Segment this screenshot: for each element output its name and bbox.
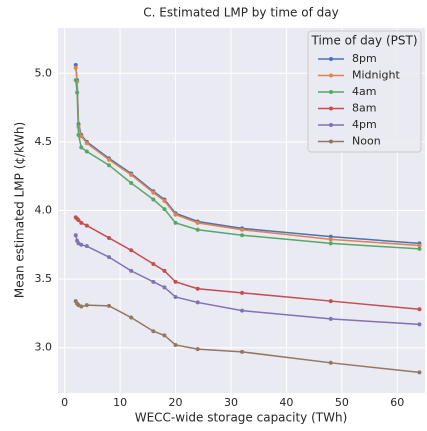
point	[240, 233, 245, 238]
point	[328, 241, 333, 246]
point	[79, 304, 84, 309]
point	[107, 157, 112, 162]
x-axis-label: WECC-wide storage capacity (TWh)	[135, 411, 348, 425]
legend-title: Time of day (PST)	[311, 34, 418, 48]
legend-marker	[329, 90, 333, 94]
point	[328, 316, 333, 321]
point	[107, 255, 112, 260]
y-tick-label: 4.0	[35, 204, 53, 217]
point	[107, 235, 112, 240]
point	[79, 242, 84, 247]
point	[151, 262, 156, 267]
point	[195, 286, 200, 291]
point	[195, 227, 200, 232]
point	[73, 63, 78, 68]
y-tick-label: 5.0	[35, 66, 53, 79]
x-tick-label: 60	[390, 396, 404, 409]
legend-box	[307, 30, 422, 153]
point	[129, 172, 134, 177]
legend-label: 4am	[352, 85, 376, 98]
point	[417, 370, 422, 375]
y-axis-label: Mean estimated LMP (¢/kWh)	[13, 122, 27, 298]
x-tick-label: 40	[279, 396, 293, 409]
point	[195, 220, 200, 225]
y-tick-label: 3.0	[35, 341, 53, 354]
point	[173, 212, 178, 217]
legend-label: Noon	[352, 135, 381, 148]
x-tick-label: 0	[61, 396, 68, 409]
x-tick-label: 50	[335, 396, 349, 409]
series-line	[74, 80, 420, 250]
point	[240, 290, 245, 295]
point	[84, 141, 89, 146]
point	[84, 223, 89, 228]
point	[173, 294, 178, 299]
point	[240, 308, 245, 313]
point	[73, 78, 78, 83]
point	[417, 307, 422, 312]
legend-label: 8am	[352, 102, 376, 115]
point	[162, 285, 167, 290]
point	[73, 233, 78, 238]
point	[76, 133, 81, 138]
point	[129, 315, 134, 320]
point	[173, 220, 178, 225]
point	[151, 329, 156, 334]
legend-marker	[329, 139, 333, 144]
point	[162, 333, 167, 338]
point	[162, 207, 167, 212]
legend-marker	[329, 123, 333, 127]
y-tick-label: 4.5	[35, 135, 53, 148]
legend-marker	[329, 73, 333, 78]
point	[328, 234, 333, 239]
legend: Time of day (PST) 8pm Midnight 4am 8am 4pm Noo…	[307, 30, 422, 153]
point	[173, 279, 178, 284]
x-tick-label: 20	[169, 396, 183, 409]
point	[417, 322, 422, 327]
point	[173, 342, 178, 347]
point	[107, 163, 112, 168]
point	[129, 181, 134, 186]
point	[84, 149, 89, 154]
point	[75, 90, 80, 95]
legend-label: 8pm	[352, 52, 377, 65]
point	[73, 65, 78, 70]
point	[129, 248, 134, 253]
point	[129, 268, 134, 273]
point	[417, 243, 422, 248]
x-tick-label: 10	[113, 396, 127, 409]
point	[240, 227, 245, 232]
point	[151, 197, 156, 202]
point	[195, 300, 200, 305]
point	[76, 218, 81, 223]
point	[328, 237, 333, 242]
point	[240, 349, 245, 354]
x-tick-label: 30	[224, 396, 238, 409]
legend-label: 4pm	[352, 118, 377, 131]
point	[79, 145, 84, 150]
legend-label: Midnight	[352, 69, 401, 82]
y-tick-label: 3.5	[35, 272, 53, 285]
point	[84, 244, 89, 249]
point	[417, 246, 422, 251]
point	[328, 360, 333, 365]
point	[195, 347, 200, 352]
point	[328, 299, 333, 304]
point	[162, 198, 167, 203]
point	[107, 303, 112, 308]
point	[84, 303, 89, 308]
chart-title: C. Estimated LMP by time of day	[143, 6, 338, 20]
legend-marker	[329, 106, 333, 111]
lines	[73, 63, 422, 375]
point	[162, 268, 167, 273]
point	[79, 220, 84, 225]
point	[151, 279, 156, 284]
point	[151, 190, 156, 195]
legend-marker	[329, 57, 333, 61]
